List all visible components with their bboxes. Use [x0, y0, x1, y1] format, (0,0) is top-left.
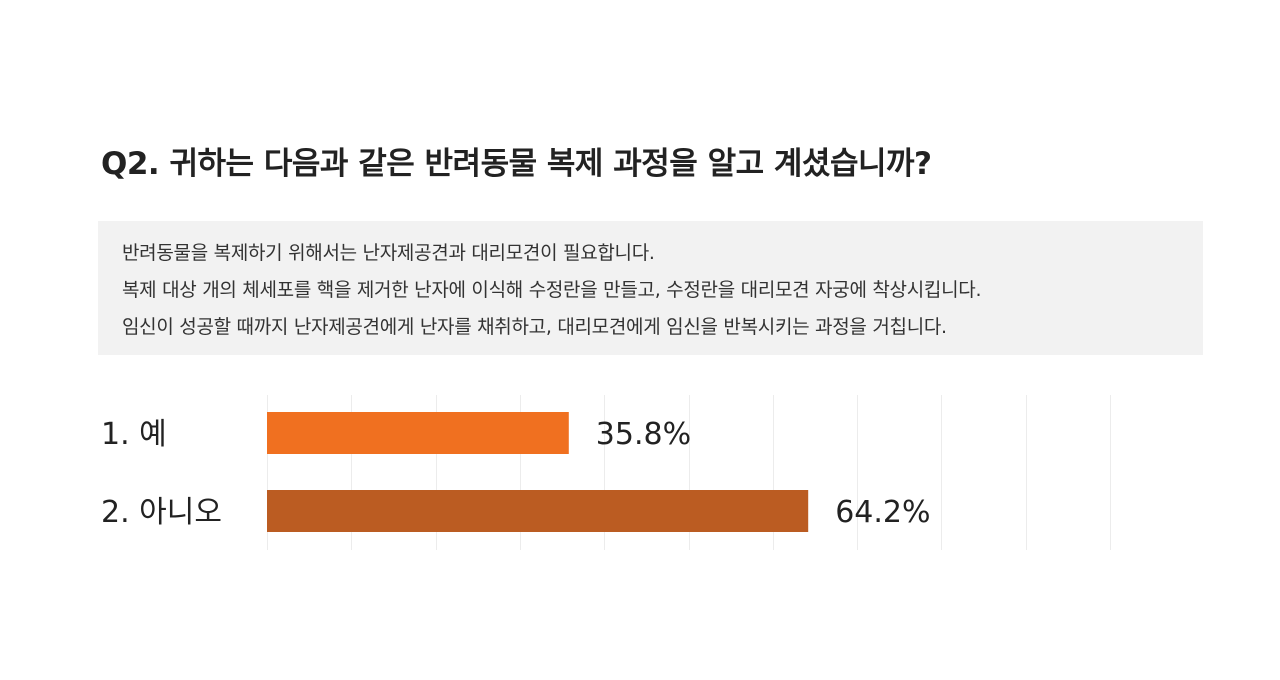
category-label: 1. 예 — [101, 417, 167, 452]
bar — [267, 412, 569, 454]
bar — [267, 490, 809, 532]
description-box: 반려동물을 복제하기 위해서는 난자제공견과 대리모견이 필요합니다. 복제 대… — [98, 221, 1203, 355]
description-line: 반려동물을 복제하기 위해서는 난자제공견과 대리모견이 필요합니다. — [122, 242, 655, 264]
description-line: 복제 대상 개의 체세포를 핵을 제거한 난자에 이식해 수정란을 만들고, 수… — [122, 279, 982, 301]
question-title: Q2. 귀하는 다음과 같은 반려동물 복제 과정을 알고 계셨습니까? — [101, 146, 932, 182]
category-label: 2. 아니오 — [101, 495, 222, 530]
data-label: 64.2% — [835, 495, 930, 530]
data-label: 35.8% — [596, 417, 691, 452]
description-line: 임신이 성공할 때까지 난자제공견에게 난자를 채취하고, 대리모견에게 임신을… — [122, 316, 947, 338]
